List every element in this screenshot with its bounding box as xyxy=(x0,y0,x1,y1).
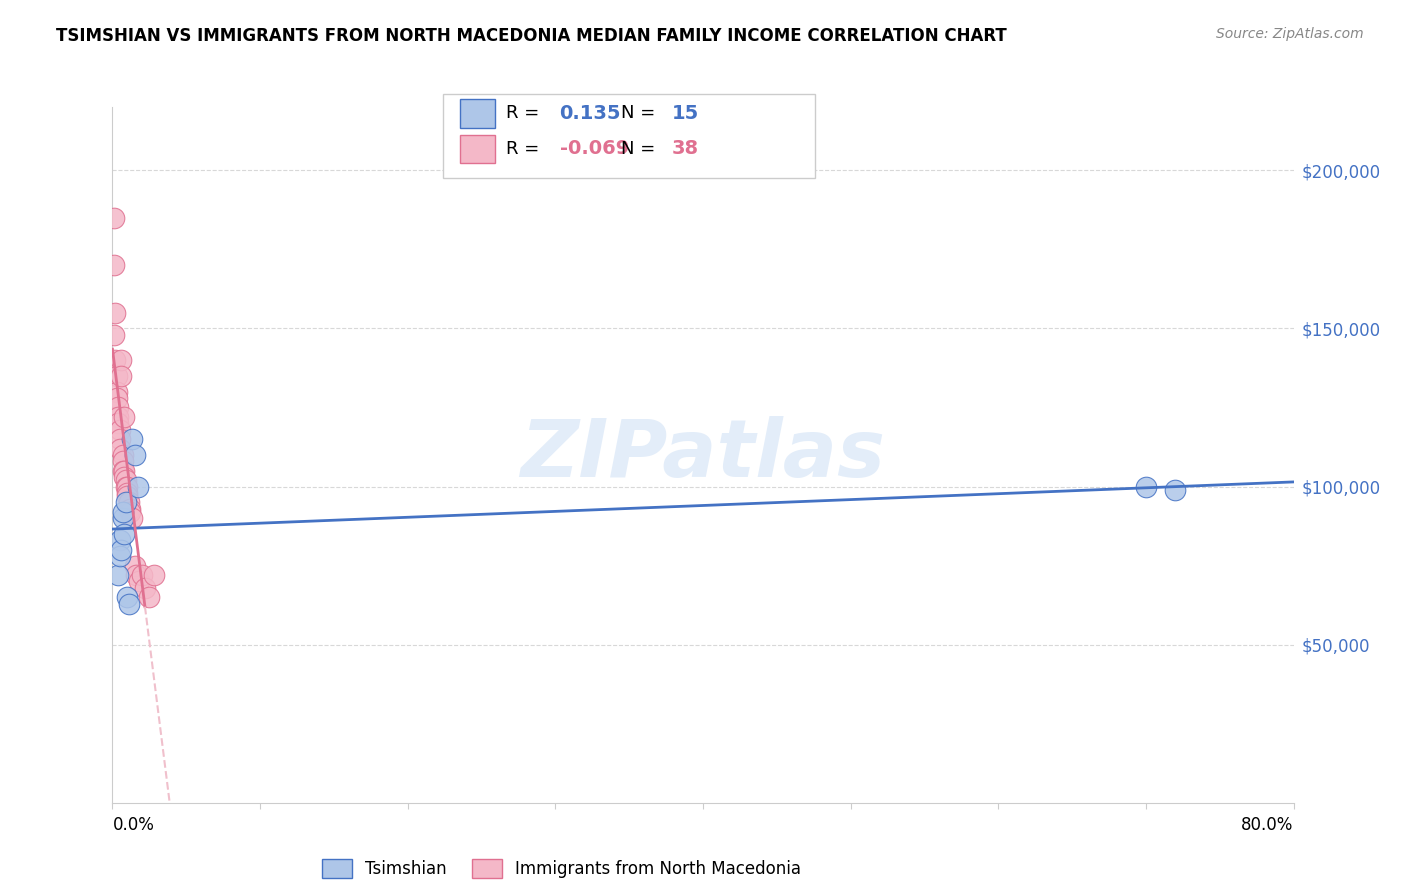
Text: 80.0%: 80.0% xyxy=(1241,816,1294,834)
Text: N =: N = xyxy=(621,104,661,122)
Point xyxy=(111,464,134,478)
Text: N =: N = xyxy=(621,140,661,158)
Point xyxy=(1164,483,1187,497)
Point xyxy=(107,417,129,431)
Point xyxy=(117,479,138,493)
Point xyxy=(138,591,160,605)
Point xyxy=(112,470,135,484)
Text: R =: R = xyxy=(506,140,546,158)
Point xyxy=(111,454,134,468)
Point xyxy=(112,527,135,541)
Text: -0.069: -0.069 xyxy=(560,139,628,159)
Point xyxy=(105,384,128,399)
Point xyxy=(112,409,135,424)
Point xyxy=(124,558,146,573)
Point xyxy=(127,479,149,493)
Point xyxy=(118,597,141,611)
Point xyxy=(142,568,165,582)
Point xyxy=(118,495,141,509)
Text: 0.135: 0.135 xyxy=(560,103,621,123)
Point xyxy=(107,409,129,424)
Point xyxy=(117,591,138,605)
Point xyxy=(110,368,132,383)
Text: 0.0%: 0.0% xyxy=(112,816,155,834)
Point xyxy=(124,448,146,462)
Point xyxy=(108,423,131,437)
Text: R =: R = xyxy=(506,104,546,122)
Point xyxy=(1135,479,1157,493)
Point xyxy=(121,511,143,525)
Point xyxy=(117,489,138,503)
Point xyxy=(103,211,125,225)
Point xyxy=(120,501,142,516)
Text: ZIPatlas: ZIPatlas xyxy=(520,416,886,494)
Point xyxy=(111,511,134,525)
Point xyxy=(117,486,138,500)
Point xyxy=(110,353,132,368)
Point xyxy=(131,568,153,582)
Point xyxy=(120,505,142,519)
Point xyxy=(112,464,135,478)
Point xyxy=(134,581,156,595)
Point xyxy=(108,442,131,456)
Point xyxy=(105,368,128,383)
Point xyxy=(111,505,134,519)
Point xyxy=(103,258,125,272)
Point xyxy=(107,401,129,415)
Text: 15: 15 xyxy=(672,103,699,123)
Point xyxy=(121,432,143,446)
Point xyxy=(104,305,127,319)
Point xyxy=(114,479,136,493)
Point xyxy=(108,549,131,563)
Point xyxy=(104,353,127,368)
Text: 38: 38 xyxy=(672,139,699,159)
Text: Source: ZipAtlas.com: Source: ZipAtlas.com xyxy=(1216,27,1364,41)
Point xyxy=(110,542,132,557)
Point xyxy=(103,327,125,342)
Point xyxy=(128,574,150,589)
Point xyxy=(114,495,136,509)
Text: TSIMSHIAN VS IMMIGRANTS FROM NORTH MACEDONIA MEDIAN FAMILY INCOME CORRELATION CH: TSIMSHIAN VS IMMIGRANTS FROM NORTH MACED… xyxy=(56,27,1007,45)
Legend: Tsimshian, Immigrants from North Macedonia: Tsimshian, Immigrants from North Macedon… xyxy=(315,853,807,885)
Point xyxy=(108,533,131,548)
Point xyxy=(107,568,129,582)
Point xyxy=(108,432,131,446)
Point xyxy=(114,473,136,487)
Point xyxy=(125,568,148,582)
Point xyxy=(105,391,128,405)
Point xyxy=(111,448,134,462)
